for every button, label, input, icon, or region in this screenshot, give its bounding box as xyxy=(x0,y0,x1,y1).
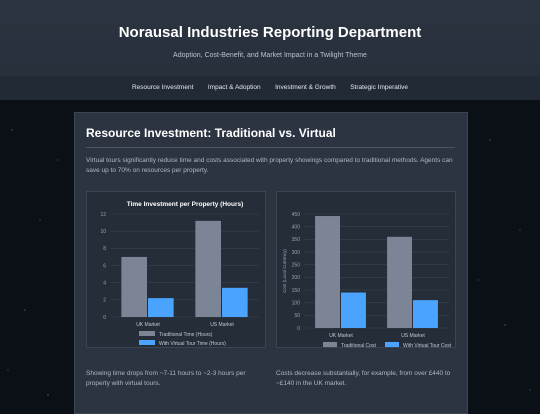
nav-link-investment-growth[interactable]: Investment & Growth xyxy=(275,84,336,91)
y-tick-label: 450 xyxy=(292,212,301,218)
legend-swatch xyxy=(323,342,337,347)
legend-swatch xyxy=(385,342,399,347)
legend-swatch xyxy=(139,331,155,336)
y-tick-label: 350 xyxy=(292,237,301,243)
y-tick-label: 4 xyxy=(103,280,106,286)
nav-link-resource-investment[interactable]: Resource Investment xyxy=(131,84,194,91)
time-chart-caption: Showing time drops from ~7-11 hours to ~… xyxy=(86,370,246,387)
y-tick-label: 300 xyxy=(292,250,301,256)
page-title: Norausal Industries Reporting Department xyxy=(118,24,422,41)
section-intro: Virtual tours significantly reduce time … xyxy=(86,157,453,174)
page-header: Norausal Industries Reporting Department… xyxy=(0,0,540,76)
bar xyxy=(341,292,366,328)
resource-investment-card: Resource Investment: Traditional vs. Vir… xyxy=(74,112,468,414)
y-tick-label: 200 xyxy=(292,275,301,281)
page-subtitle: Adoption, Cost-Benefit, and Market Impac… xyxy=(173,52,367,59)
cost-comparison-chart: 0 50 100 150 200 250 300 350 400 450 Cost (Local C… xyxy=(282,212,452,349)
nav-link-impact-adoption[interactable]: Impact & Adoption xyxy=(207,84,261,91)
bar xyxy=(387,236,412,328)
x-tick-label: US Market xyxy=(401,333,425,339)
y-tick-label: 0 xyxy=(103,315,106,321)
legend-label: With Virtual Tour Cost xyxy=(403,343,452,347)
bar xyxy=(148,298,174,317)
x-tick-label: UK Market xyxy=(136,322,160,328)
y-axis-label: Cost (Local Currency) xyxy=(282,249,287,293)
legend-label: Traditional Time (Hours) xyxy=(159,332,213,338)
y-tick-label: 8 xyxy=(103,246,106,252)
cost-chart-panel: 0 50 100 150 200 250 300 350 400 450 Cost (Local C… xyxy=(276,191,456,349)
bar xyxy=(315,216,340,328)
x-tick-label: UK Market xyxy=(329,333,353,339)
y-tick-label: 250 xyxy=(292,262,301,268)
bar xyxy=(121,256,147,317)
y-tick-label: 50 xyxy=(294,313,300,319)
time-investment-chart: Time Investment per Property (Hours) 0 2 4 6… xyxy=(100,201,259,347)
y-tick-label: 0 xyxy=(297,326,300,332)
bar xyxy=(413,300,438,328)
y-tick-label: 10 xyxy=(100,229,106,235)
bar xyxy=(222,287,248,317)
x-tick-label: US Market xyxy=(210,322,234,328)
starfield-background xyxy=(7,129,531,396)
y-tick-label: 100 xyxy=(292,300,301,306)
legend-swatch xyxy=(139,340,155,345)
y-tick-label: 2 xyxy=(103,298,106,304)
section-title: Resource Investment: Traditional vs. Vir… xyxy=(86,126,336,140)
cost-chart-caption: Costs decrease substantially, for exampl… xyxy=(276,370,451,387)
y-tick-label: 150 xyxy=(292,288,301,294)
time-chart-panel: Time Investment per Property (Hours) 0 2 4 6… xyxy=(86,191,266,348)
legend-label: With Virtual Tour Time (Hours) xyxy=(159,341,226,347)
y-tick-label: 400 xyxy=(292,224,301,230)
nav-link-strategic-imperative[interactable]: Strategic Imperative xyxy=(350,84,409,91)
bar xyxy=(195,220,221,317)
section-divider xyxy=(86,147,455,148)
y-tick-label: 12 xyxy=(100,212,106,218)
legend-label: Traditional Cost xyxy=(341,343,376,347)
y-tick-label: 6 xyxy=(103,263,106,269)
chart-title: Time Investment per Property (Hours) xyxy=(127,201,244,208)
top-navigation: Resource Investment Impact & Adoption In… xyxy=(0,76,540,100)
